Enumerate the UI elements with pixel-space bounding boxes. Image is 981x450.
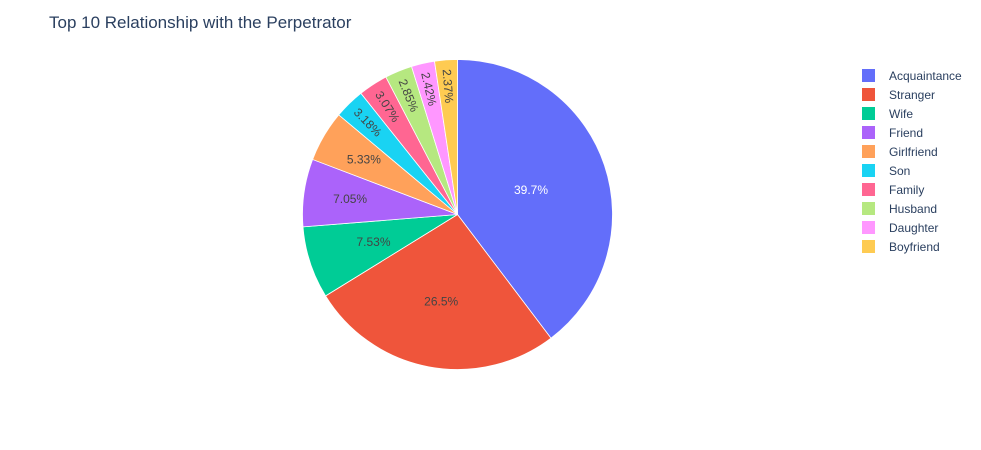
- legend-label: Stranger: [889, 87, 936, 102]
- legend-item-stranger[interactable]: Stranger: [862, 85, 962, 104]
- legend-item-daughter[interactable]: Daughter: [862, 218, 962, 237]
- legend-item-acquaintance[interactable]: Acquaintance: [862, 66, 962, 85]
- legend-label: Son: [889, 163, 911, 178]
- legend-label: Acquaintance: [889, 68, 962, 83]
- legend-item-boyfriend[interactable]: Boyfriend: [862, 237, 962, 256]
- legend-swatch: [862, 164, 875, 177]
- legend-item-husband[interactable]: Husband: [862, 199, 962, 218]
- chart-title: Top 10 Relationship with the Perpetrator: [49, 13, 352, 32]
- legend-item-wife[interactable]: Wife: [862, 104, 962, 123]
- legend-swatch: [862, 202, 875, 215]
- pie-slice-stranger[interactable]: [325, 213, 552, 370]
- legend-swatch: [862, 126, 875, 139]
- slice-label-boyfriend: 2.37%: [440, 69, 457, 104]
- legend-swatch: [862, 107, 875, 120]
- legend-swatch: [862, 145, 875, 158]
- legend-label: Girlfriend: [889, 144, 938, 159]
- legend-item-friend[interactable]: Friend: [862, 123, 962, 142]
- legend-swatch: [862, 183, 875, 196]
- legend-item-son[interactable]: Son: [862, 161, 962, 180]
- slice-label-friend: 7.05%: [333, 192, 367, 206]
- legend-item-family[interactable]: Family: [862, 180, 962, 199]
- legend-label: Husband: [889, 201, 938, 216]
- slice-label-stranger: 26.5%: [424, 294, 458, 308]
- legend-label: Family: [889, 182, 925, 197]
- legend-label: Boyfriend: [889, 239, 940, 254]
- pie-slice-boyfriend[interactable]: [434, 59, 458, 215]
- legend: Acquaintance Stranger Wife Friend Girlfriend…: [862, 66, 962, 256]
- legend-swatch: [862, 69, 875, 82]
- pie-slice-acquaintance[interactable]: [457, 59, 613, 339]
- legend-label: Friend: [889, 125, 924, 140]
- legend-swatch: [862, 240, 875, 253]
- legend-label: Wife: [889, 106, 913, 121]
- slice-label-girlfriend: 5.33%: [347, 153, 381, 167]
- legend-item-girlfriend[interactable]: Girlfriend: [862, 142, 962, 161]
- slice-label-wife: 7.53%: [356, 235, 390, 249]
- slice-label-acquaintance: 39.7%: [514, 183, 548, 197]
- legend-label: Daughter: [889, 220, 939, 235]
- legend-swatch: [862, 221, 875, 234]
- legend-swatch: [862, 88, 875, 101]
